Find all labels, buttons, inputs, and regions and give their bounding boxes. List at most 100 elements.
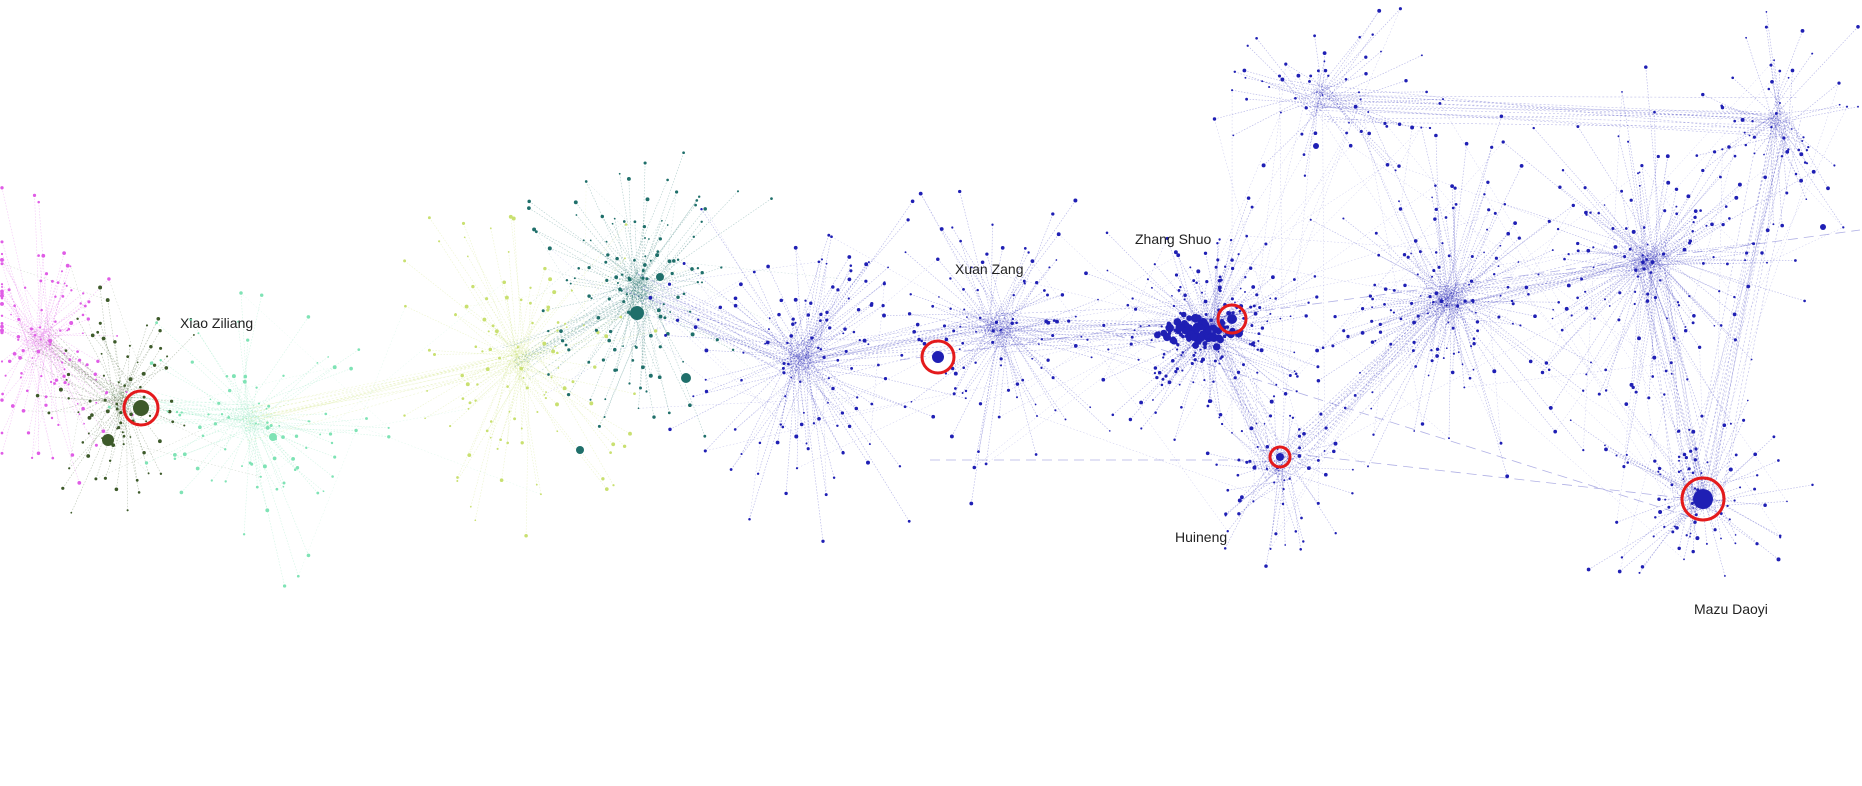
network-edge <box>1538 269 1649 275</box>
network-node <box>1675 212 1679 216</box>
network-edge <box>1588 250 1651 262</box>
network-node <box>546 308 550 312</box>
network-node <box>920 339 923 343</box>
network-edge <box>749 442 761 520</box>
network-edge <box>1 330 51 434</box>
network-node <box>984 462 988 466</box>
network-edge <box>211 421 258 481</box>
network-node <box>88 399 92 403</box>
network-node <box>1316 69 1320 73</box>
network-edge <box>1449 182 1489 307</box>
network-node <box>1418 250 1422 254</box>
network-node <box>999 357 1003 361</box>
network-edge <box>1415 284 1456 367</box>
network-edge <box>262 365 501 416</box>
network-edge <box>249 353 513 409</box>
network-edge <box>36 285 67 345</box>
network-node <box>69 265 72 268</box>
network-edge <box>1635 242 1678 494</box>
network-node <box>44 403 48 407</box>
network-edge <box>1211 336 1221 359</box>
network-node <box>1277 74 1282 78</box>
network-node <box>703 434 707 438</box>
network-node <box>802 411 805 414</box>
network-node <box>1416 273 1419 276</box>
network-edge <box>1310 219 1450 293</box>
network-edge <box>1683 504 1697 560</box>
network-edge <box>937 259 1007 340</box>
network-node <box>432 352 437 357</box>
network-edge <box>645 256 821 350</box>
network-node <box>1779 102 1781 104</box>
network-edge <box>796 298 850 366</box>
network-edge <box>626 287 634 361</box>
network-node <box>220 413 224 416</box>
network-edge <box>43 335 107 393</box>
network-node <box>1517 236 1521 240</box>
label-xiao-ziliang: Xiao Ziliang <box>180 315 254 331</box>
network-node <box>573 277 576 280</box>
network-node <box>1209 318 1213 322</box>
network-edge <box>791 355 825 358</box>
network-node <box>1469 279 1474 283</box>
network-edge <box>1217 332 1266 480</box>
network-edge <box>256 362 318 426</box>
network-node <box>159 472 163 476</box>
network-node <box>1248 459 1252 463</box>
network-edge <box>1584 255 1658 293</box>
network-node <box>576 446 584 454</box>
network-edge <box>1447 280 1472 306</box>
network-edge <box>103 375 116 400</box>
network-node <box>1692 220 1695 224</box>
network-node <box>883 281 886 284</box>
network-node <box>1719 175 1722 179</box>
network-node <box>63 282 66 285</box>
network-node <box>584 180 588 183</box>
network-edge <box>648 298 693 335</box>
network-edge <box>1445 272 1653 295</box>
network-node <box>597 424 601 428</box>
network-edge <box>1181 323 1206 356</box>
network-edge <box>650 297 811 357</box>
network-node <box>825 310 829 315</box>
network-edge <box>101 396 132 439</box>
network-edge <box>560 285 628 332</box>
network-edge <box>1711 105 1794 500</box>
network-node <box>1558 185 1562 189</box>
network-node <box>1615 454 1618 457</box>
network-node <box>59 329 62 332</box>
network-edge <box>1004 341 1018 398</box>
network-node <box>1582 449 1585 452</box>
network-edge <box>1323 90 1388 165</box>
network-node <box>1801 140 1804 142</box>
network-edge <box>1413 303 1449 343</box>
network-node <box>663 316 667 320</box>
network-edge <box>704 208 770 319</box>
network-edge <box>1443 292 1449 359</box>
network-node <box>504 295 509 300</box>
network-edge <box>1370 295 1444 304</box>
network-node <box>1172 304 1176 308</box>
network-node <box>1043 289 1046 292</box>
network-node <box>1785 149 1790 154</box>
network-node <box>1358 35 1361 39</box>
network-edge <box>1362 303 1453 309</box>
network-node <box>748 518 751 521</box>
network-edge <box>1688 121 1760 501</box>
network-edge <box>1385 288 1447 295</box>
network-edge <box>42 344 80 361</box>
network-node <box>1689 532 1692 535</box>
network-node <box>693 325 698 329</box>
network-node <box>1212 343 1221 351</box>
network-node <box>718 305 723 310</box>
network-node <box>1564 306 1569 311</box>
network-edge <box>693 367 807 397</box>
network-node <box>1691 229 1694 233</box>
network-edge <box>1007 334 1111 432</box>
network-node <box>840 411 845 415</box>
network-edge <box>665 335 808 345</box>
network-node <box>1242 363 1245 367</box>
network-node <box>1140 427 1143 430</box>
network-node <box>77 411 80 414</box>
network-node <box>1426 312 1429 315</box>
